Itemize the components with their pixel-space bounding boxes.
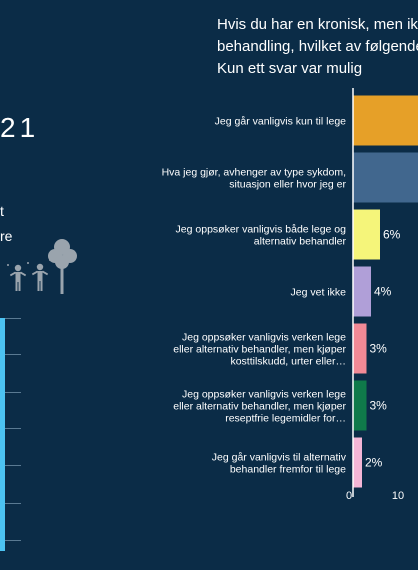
left-gridline [5,354,21,355]
category-label-4: Jeg vet ikke [291,287,347,299]
x-tick-label-1: 0 [346,490,352,502]
left-gridline [5,465,21,466]
bar-1 [353,95,418,146]
left-text-fragment-2: re [0,228,13,244]
value-label-4: 4% [374,285,392,299]
category-label-3: Jeg oppsøker vanligvis både lege og alter… [176,224,347,248]
question-line-3: Kun ett svar var mulig [217,60,363,77]
bar-7 [353,437,362,488]
question-line-1: Hvis du har en kronisk, men ikk [217,16,418,33]
value-label-5: 3% [370,342,388,356]
left-gridline [5,540,21,541]
category-label-5: Jeg oppsøker vanligvis verken lege eller … [173,332,346,368]
question-text: Hvis du har en kronisk, men ikk behandli… [217,14,418,80]
category-label-6: Jeg oppsøker vanligvis verken lege eller … [173,389,346,425]
left-gridline [5,318,21,319]
left-chart-bar-fragment [0,318,5,551]
family-tree-illustration [7,239,77,294]
value-label-3: 6% [383,228,401,242]
value-label-7: 2% [365,456,383,470]
x-tick-label-2: 10 [392,490,404,502]
bar-5 [353,323,367,374]
year-fragment: 21 [0,112,40,143]
left-gridline [5,428,21,429]
bar-3 [353,209,380,260]
left-text-fragment-1: t [0,203,4,219]
value-label-6: 3% [370,399,388,413]
category-label-2: Hva jeg gjør, avhenger av type sykdom, si… [162,167,347,191]
bar-6 [353,380,367,431]
bar-2 [353,152,418,203]
question-line-2: behandling, hvilket av følgende [217,38,418,55]
category-label-1: Jeg går vanligvis kun til lege [215,116,346,128]
left-gridline [5,503,21,504]
bar-4 [353,266,371,317]
left-gridline [5,392,21,393]
category-label-7: Jeg går vanligvis til alternativ behandle… [212,452,347,476]
